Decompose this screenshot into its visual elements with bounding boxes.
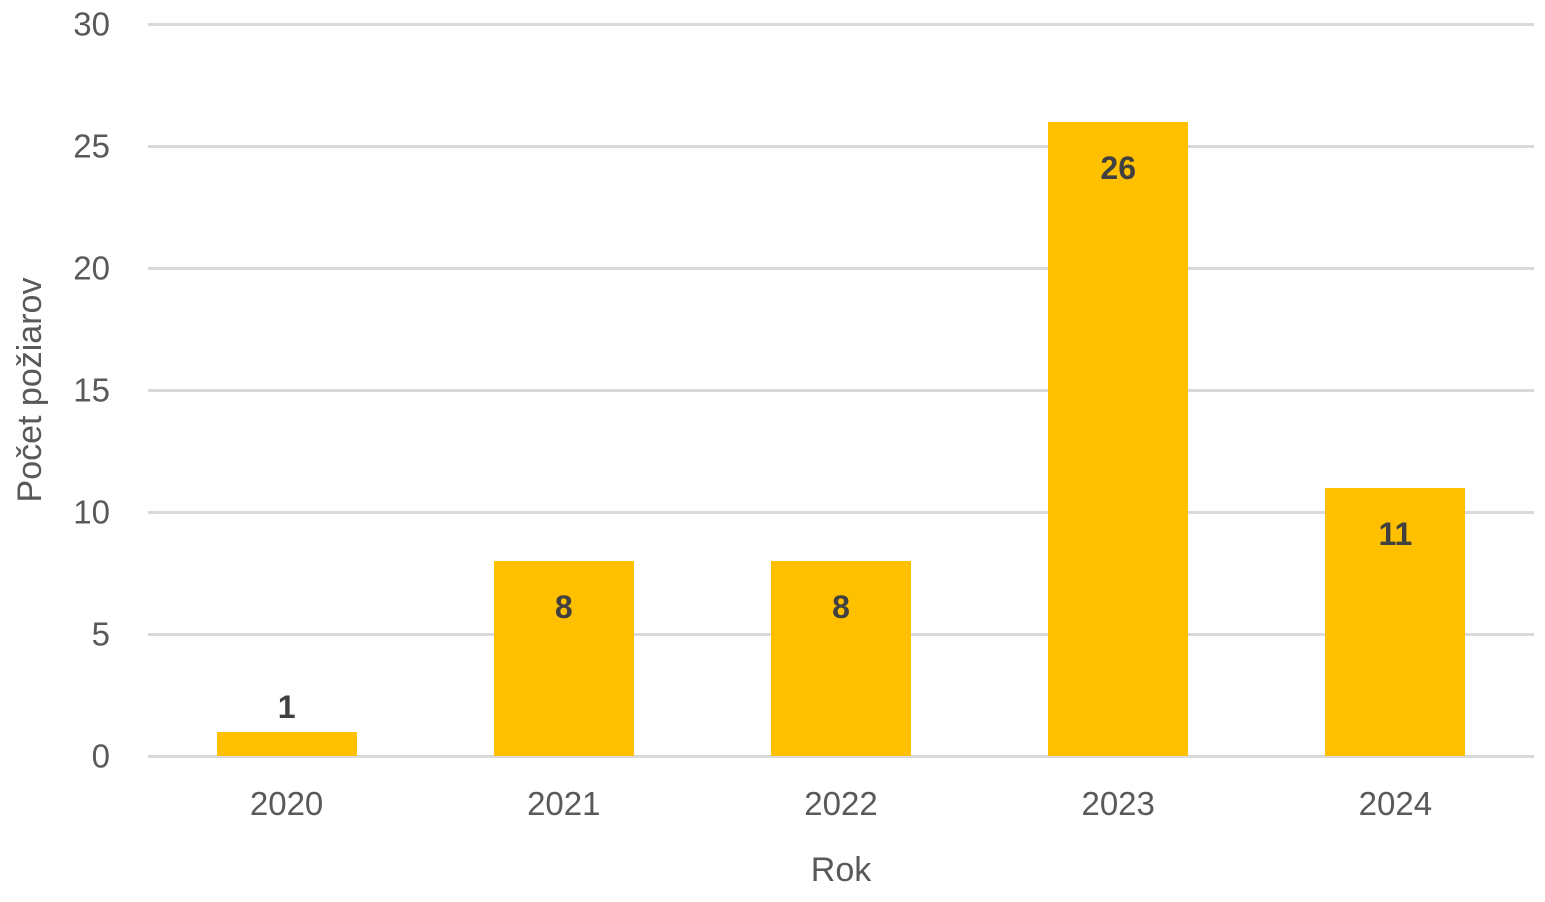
y-tick-label: 0: [91, 737, 110, 775]
y-tick-label: 25: [73, 127, 110, 165]
bar-2023: [1048, 121, 1189, 756]
gridline: [148, 388, 1534, 392]
y-tick-label: 30: [73, 5, 110, 43]
gridline: [148, 510, 1534, 514]
x-tick-label: 2020: [249, 785, 324, 822]
bar-value-label: 26: [1100, 149, 1136, 186]
x-tick-label: 2024: [1358, 785, 1433, 822]
y-tick-label: 10: [73, 493, 110, 531]
x-tick-label: 2023: [1081, 785, 1155, 822]
x-tick-label: 2021: [527, 785, 601, 822]
gridline: [148, 144, 1534, 148]
y-tick-label: 15: [73, 371, 110, 409]
gridline: [148, 266, 1534, 270]
bar-2024: [1325, 487, 1466, 756]
gridline: [148, 22, 1534, 26]
x-axis-title: Rok: [810, 851, 872, 889]
bar-2021: [493, 560, 634, 756]
bar-value-label: 11: [1378, 515, 1413, 552]
bar-value-label: 8: [554, 588, 573, 625]
y-tick-label: 5: [91, 615, 110, 653]
x-tick-label: 2022: [804, 785, 878, 822]
bar-2020: [216, 731, 357, 756]
bar-value-label: 1: [277, 688, 296, 725]
x-axis-line: [148, 754, 1534, 758]
bar-2022: [771, 560, 911, 756]
bar-value-label: 8: [832, 588, 850, 625]
y-tick-label: 20: [73, 249, 110, 287]
